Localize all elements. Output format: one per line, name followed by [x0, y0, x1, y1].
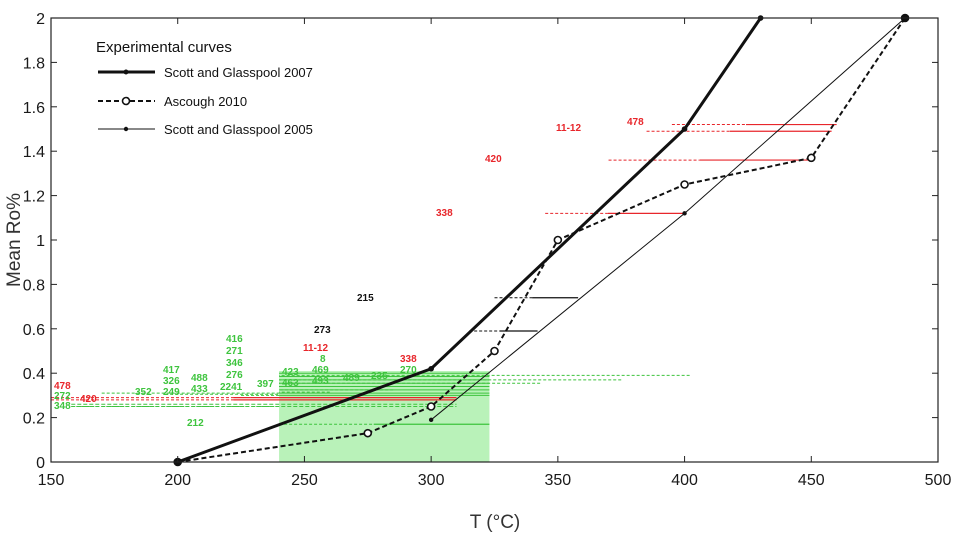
- label-273: 273: [314, 325, 331, 336]
- series-line-0: [177, 17, 762, 464]
- label-11-12-upper: 11-12: [556, 123, 581, 134]
- y-tick-label: 0.4: [23, 366, 45, 383]
- x-tick-label: 200: [164, 472, 191, 489]
- label-338-low: 338: [400, 354, 417, 365]
- y-tick-label: 1: [36, 233, 45, 250]
- legend-label-scott-2007: Scott and Glasspool 2007: [164, 65, 313, 80]
- y-tick-label: 1.8: [23, 55, 45, 72]
- legend: Experimental curves Scott and Glasspool …: [96, 39, 313, 137]
- label-488: 488: [191, 373, 208, 384]
- x-axis-title: T (°C): [470, 512, 521, 533]
- x-tick-label: 250: [291, 472, 318, 489]
- series-point: [682, 211, 687, 216]
- legend-title: Experimental curves: [96, 39, 232, 56]
- series-line-1: [177, 17, 906, 463]
- x-tick-label: 500: [925, 472, 952, 489]
- label-433: 433: [191, 384, 208, 395]
- legend-marker-scott-2007: [123, 69, 129, 75]
- y-tick-label: 0.8: [23, 277, 45, 294]
- x-ticks: 150 200 250 300 350 400 450 500: [38, 18, 952, 489]
- label-420-upper: 420: [485, 154, 502, 165]
- label-463: 463: [282, 378, 299, 389]
- y-tick-label: 1.6: [23, 100, 45, 117]
- label-235: 235: [371, 371, 388, 382]
- label-423: 423: [282, 367, 299, 378]
- label-249: 249: [163, 387, 180, 398]
- series-point: [681, 126, 688, 132]
- y-tick-label: 0.6: [23, 322, 45, 339]
- label-416: 416: [226, 334, 243, 345]
- series-point: [553, 235, 563, 245]
- label-2241: 2241: [220, 382, 243, 393]
- series-point: [680, 180, 689, 189]
- label-478-left: 478: [54, 381, 71, 392]
- y-tick-label: 0: [36, 455, 45, 472]
- label-326: 326: [163, 376, 180, 387]
- label-212: 212: [187, 418, 204, 429]
- label-276: 276: [226, 370, 243, 381]
- label-417: 417: [163, 365, 180, 376]
- series-point: [428, 365, 434, 372]
- y-tick-label: 2: [36, 11, 45, 28]
- label-478-upper: 478: [627, 117, 644, 128]
- legend-marker-ascough-2010: [121, 96, 131, 106]
- series-line-2: [430, 17, 906, 421]
- series-point: [490, 346, 499, 356]
- y-tick-label: 1.2: [23, 189, 45, 206]
- y-tick-label: 0.2: [23, 411, 45, 428]
- y-axis-title: Mean Ro%: [4, 193, 25, 287]
- label-338-upper: 338: [436, 208, 453, 219]
- label-8: 8: [320, 354, 326, 365]
- label-420-left: 420: [80, 394, 97, 405]
- label-352: 352: [135, 387, 152, 398]
- label-397: 397: [257, 379, 274, 390]
- x-tick-label: 450: [798, 472, 825, 489]
- label-11-12-mid: 11-12: [303, 343, 328, 354]
- x-tick-label: 400: [671, 472, 698, 489]
- label-272-left: 272: [54, 391, 71, 402]
- x-tick-label: 350: [545, 472, 572, 489]
- plot-frame: [50, 17, 939, 463]
- series-point: [428, 417, 434, 423]
- series-point: [363, 428, 373, 438]
- label-270: 270: [400, 365, 417, 376]
- legend-label-scott-2005: Scott and Glasspool 2005: [164, 122, 313, 137]
- legend-marker-scott-2005: [123, 126, 129, 132]
- y-tick-label: 1.4: [23, 144, 45, 161]
- label-348-left: 348: [54, 401, 71, 412]
- y-ticks: 0 0.2 0.4 0.6 0.8 1 1.2 1.4 1.6 1.8 2: [23, 11, 938, 472]
- series-point: [806, 153, 816, 163]
- label-271: 271: [226, 346, 243, 357]
- legend-label-ascough-2010: Ascough 2010: [164, 94, 247, 109]
- series-point: [426, 402, 436, 411]
- series-group: [173, 13, 910, 467]
- x-tick-label: 150: [38, 472, 65, 489]
- sample-labels: 478 11-12 420 338 215 273 478 272 348 42…: [54, 117, 644, 429]
- label-489: 489: [343, 373, 360, 384]
- label-469: 469: [312, 365, 329, 376]
- label-346: 346: [226, 358, 243, 369]
- sample-lines-group: [51, 123, 837, 425]
- x-tick-label: 300: [418, 472, 445, 489]
- label-493: 493: [312, 376, 329, 387]
- label-215: 215: [357, 293, 374, 304]
